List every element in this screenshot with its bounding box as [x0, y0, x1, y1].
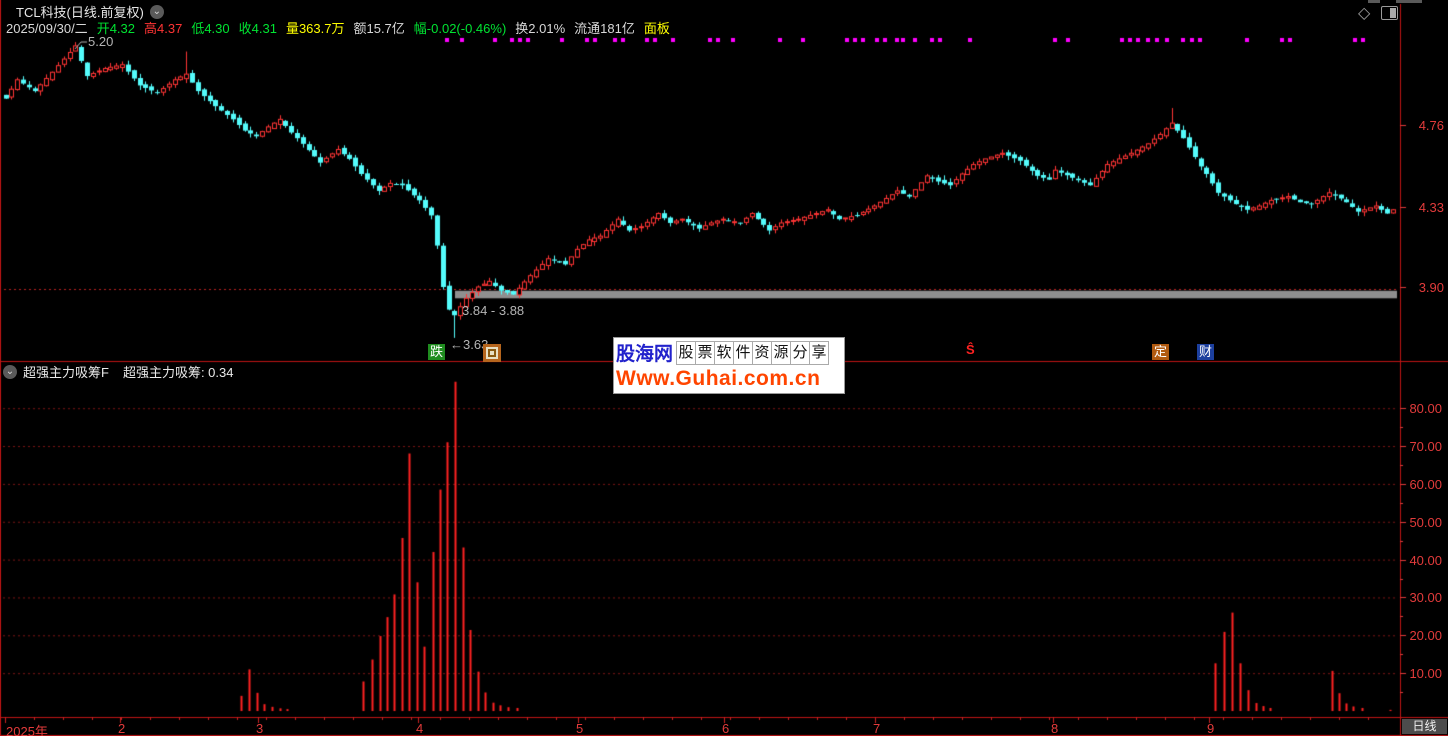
axis-tick-label: 30.00 — [1409, 590, 1442, 605]
price-annotation: 5.20 — [88, 34, 114, 49]
axis-tick-label: 50.00 — [1409, 515, 1442, 530]
info-segment: 幅-0.02(-0.46%) — [413, 21, 507, 36]
watermark-tagline-char: 软 — [714, 340, 735, 365]
info-segment: 高4.37 — [144, 21, 183, 36]
axis-tick-label: 60.00 — [1409, 477, 1442, 492]
signal-badge: 财 — [1197, 344, 1215, 360]
watermark-tagline-char: 资 — [752, 340, 773, 365]
timeline-month-label: 5 — [576, 721, 584, 736]
axis-tick-label: 3.90 — [1418, 280, 1444, 295]
timeline-month-label: 2 — [118, 721, 126, 736]
timeline-month-label: 9 — [1207, 721, 1215, 736]
axis-tick-label: 10.00 — [1409, 666, 1442, 681]
watermark-tagline-char: 源 — [771, 340, 792, 365]
info-segment: 低4.30 — [191, 21, 230, 36]
axis-tick-label: 40.00 — [1409, 553, 1442, 568]
price-annotation: ←3.63 — [450, 337, 489, 352]
watermark-site-name: 股海网 — [616, 344, 674, 365]
timeline-month-label: 4 — [416, 721, 424, 736]
axis-tick-label: 80.00 — [1409, 401, 1442, 416]
period-selector[interactable]: 日线 — [1402, 719, 1447, 734]
stock-dropdown-icon[interactable]: ⌄ — [149, 4, 164, 19]
watermark-tagline: 股票软件资源分享 — [676, 340, 830, 365]
info-segment: 开4.32 — [96, 21, 135, 36]
watermark-url: Www.Guhai.com.cn — [616, 367, 821, 390]
indicator-name: 超强主力吸筹F — [23, 365, 109, 380]
axis-tick-label: 20.00 — [1409, 628, 1442, 643]
info-segment: 流通181亿 — [574, 21, 635, 36]
side-panel-icon[interactable] — [1381, 6, 1398, 20]
watermark-row1: 股海网 股票软件资源分享 — [616, 339, 842, 366]
axis-tick-label: 4.76 — [1418, 118, 1444, 133]
watermark: 股海网 股票软件资源分享 Www.Guhai.com.cn — [613, 337, 845, 394]
timeline-month-label: 8 — [1051, 721, 1059, 736]
timeline-month-label: 2025年 — [6, 724, 48, 736]
window-chrome-mark — [1368, 0, 1380, 3]
watermark-tagline-char: 票 — [695, 340, 716, 365]
axis-tick-label: 70.00 — [1409, 439, 1442, 454]
info-segment: 2025/09/30/二 — [6, 21, 88, 36]
diamond-icon[interactable]: ◇ — [1358, 5, 1371, 22]
axis-tick-label: 4.33 — [1418, 200, 1444, 215]
hui-marker-inner — [488, 349, 496, 357]
info-segment: 收4.31 — [238, 21, 277, 36]
indicator-readout: 超强主力吸筹: 0.34 — [122, 365, 234, 380]
watermark-tagline-char: 分 — [790, 340, 811, 365]
title-bar: TCL科技(日线.前复权) ⌄ — [16, 2, 164, 21]
signal-badge: 定 — [1152, 344, 1170, 360]
quote-info-bar: 2025/09/30/二 开4.32 高4.37 低4.30 收4.31 量363.7万额… — [6, 18, 679, 37]
info-segment: 换2.01% — [515, 21, 566, 36]
hui-marker-icon — [483, 344, 501, 362]
watermark-tagline-char: 股 — [676, 340, 697, 365]
panel-button[interactable]: 面板 — [643, 21, 670, 36]
timeline-month-label: 6 — [722, 721, 730, 736]
watermark-tagline-char: 享 — [809, 340, 830, 365]
price-annotation: 3.84 - 3.88 — [462, 303, 525, 318]
indicator-dropdown-icon[interactable]: ⌄ — [3, 364, 17, 379]
info-segment: 量363.7万 — [285, 21, 345, 36]
timeline-month-label: 7 — [873, 721, 881, 736]
stock-title: TCL科技(日线.前复权) — [16, 5, 144, 20]
watermark-tagline-char: 件 — [733, 340, 754, 365]
signal-badge: 跌 — [428, 344, 446, 360]
side-panel-icon-fill — [1390, 8, 1396, 18]
indicator-header: ⌄ 超强主力吸筹F 超强主力吸筹: 0.34 — [3, 362, 233, 381]
info-segment: 额15.7亿 — [353, 21, 405, 36]
timeline-month-label: 3 — [256, 721, 264, 736]
window-chrome-mark — [1396, 0, 1422, 3]
signal-badge: Ŝ — [966, 342, 975, 357]
